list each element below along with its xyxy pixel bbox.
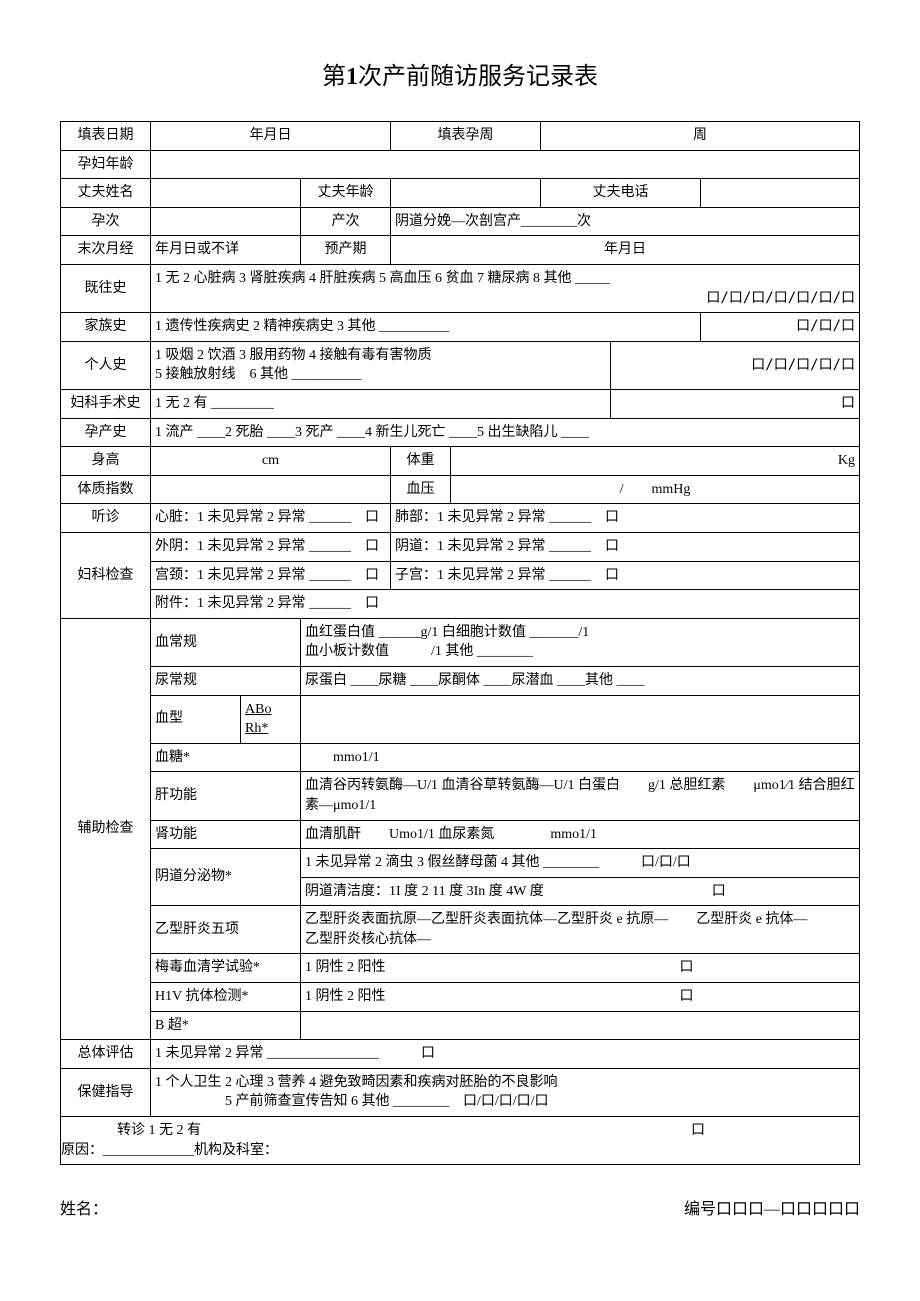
aux-bloodtype-value[interactable] xyxy=(301,695,860,743)
referral-row[interactable]: 转诊 1 无 2 有 口 原因：_____________机构及科室： xyxy=(61,1117,860,1165)
gyn-exam-label: 妇科检查 xyxy=(61,532,151,618)
personal-history-label: 个人史 xyxy=(61,341,151,389)
mother-age-label: 孕妇年龄 xyxy=(61,150,151,179)
height-label: 身高 xyxy=(61,447,151,476)
footer-name[interactable]: 姓名： xyxy=(60,1195,108,1219)
lmp-value[interactable]: 年月日或不详 xyxy=(151,236,301,265)
auscult-lung[interactable]: 肺部：1 未见异常 2 异常 ______ 口 xyxy=(391,504,860,533)
aux-bloodtype-sub: ABo Rh* xyxy=(241,695,301,743)
past-history-label: 既往史 xyxy=(61,265,151,313)
gyn-cervix[interactable]: 宫颈：1 未见异常 2 异常 ______ 口 xyxy=(151,561,391,590)
husband-phone-label: 丈夫电话 xyxy=(541,179,701,208)
aux-syphilis-value[interactable]: 1 阴性 2 阳性 口 xyxy=(301,954,860,983)
health-guide-value[interactable]: 1 个人卫生 2 心理 3 营养 4 避免致畸因素和疾病对胚胎的不良影响 5 产… xyxy=(151,1068,860,1116)
aux-liver-label: 肝功能 xyxy=(151,772,301,820)
bmi-value[interactable] xyxy=(151,475,391,504)
aux-bchao-label: B 超* xyxy=(151,1011,301,1040)
preg-history-value[interactable]: 1 流产 ____2 死胎 ____3 死产 ____4 新生儿死亡 ____5… xyxy=(151,418,860,447)
footer: 姓名： 编号口口口—口口口口口 xyxy=(60,1195,860,1219)
husband-phone-value[interactable] xyxy=(701,179,860,208)
aux-sugar-label: 血糖* xyxy=(151,743,301,772)
gyn-vulva[interactable]: 外阴：1 未见异常 2 异常 ______ 口 xyxy=(151,532,391,561)
aux-kidney-value[interactable]: 血清肌酐 Umo1/1 血尿素氮 mmo1/1 xyxy=(301,820,860,849)
footer-number[interactable]: 编号口口口—口口口口口 xyxy=(684,1195,860,1219)
aux-exam-label: 辅助检查 xyxy=(61,618,151,1040)
personal-history-box[interactable]: 口/口/口/口/口 xyxy=(611,341,860,389)
husband-age-value[interactable] xyxy=(391,179,541,208)
aux-sugar-value[interactable]: mmo1/1 xyxy=(301,743,860,772)
aux-bchao-value[interactable] xyxy=(301,1011,860,1040)
gravidity-value[interactable] xyxy=(151,207,301,236)
aux-secretion-v2[interactable]: 阴道清洁度：1I 度 2 11 度 3In 度 4W 度 口 xyxy=(301,877,860,906)
gyn-surgery-box[interactable]: 口 xyxy=(611,390,860,419)
family-history-label: 家族史 xyxy=(61,313,151,342)
bp-value[interactable]: / mmHg xyxy=(451,475,860,504)
husband-age-label: 丈夫年龄 xyxy=(301,179,391,208)
aux-hiv-label: H1V 抗体检测* xyxy=(151,983,301,1012)
weight-value[interactable]: Kg xyxy=(451,447,860,476)
aux-urine-label: 尿常规 xyxy=(151,666,301,695)
lmp-label: 末次月经 xyxy=(61,236,151,265)
aux-urine-value[interactable]: 尿蛋白 ____尿糖 ____尿酮体 ____尿潜血 ____其他 ____ xyxy=(301,666,860,695)
personal-history-value[interactable]: 1 吸烟 2 饮酒 3 服用药物 4 接触有毒有害物质 5 接触放射线 6 其他… xyxy=(151,341,611,389)
edd-label: 预产期 xyxy=(301,236,391,265)
gyn-adnexa[interactable]: 附件：1 未见异常 2 异常 ______ 口 xyxy=(151,590,860,619)
fill-week-label: 填表孕周 xyxy=(391,122,541,151)
overall-eval-label: 总体评估 xyxy=(61,1040,151,1069)
aux-secretion-label: 阴道分泌物* xyxy=(151,849,301,906)
gyn-surgery-label: 妇科手术史 xyxy=(61,390,151,419)
auscult-label: 听诊 xyxy=(61,504,151,533)
fill-week-value[interactable]: 周 xyxy=(541,122,860,151)
gravidity-label: 孕次 xyxy=(61,207,151,236)
height-value[interactable]: cm xyxy=(151,447,391,476)
fill-date-label: 填表日期 xyxy=(61,122,151,151)
fill-date-value[interactable]: 年月日 xyxy=(151,122,391,151)
gyn-surgery-value[interactable]: 1 无 2 有 _________ xyxy=(151,390,611,419)
aux-blood-label: 血常规 xyxy=(151,618,301,666)
aux-hiv-value[interactable]: 1 阴性 2 阳性 口 xyxy=(301,983,860,1012)
family-history-value[interactable]: 1 遗传性疾病史 2 精神疾病史 3 其他 __________ xyxy=(151,313,701,342)
health-guide-label: 保健指导 xyxy=(61,1068,151,1116)
gyn-uterus[interactable]: 子宫：1 未见异常 2 异常 ______ 口 xyxy=(391,561,860,590)
aux-blood-value[interactable]: 血红蛋白值 ______g/1 白细胞计数值 _______/1 血小板计数值 … xyxy=(301,618,860,666)
aux-secretion-v1[interactable]: 1 未见异常 2 滴虫 3 假丝酵母菌 4 其他 ________ 口/口/口 xyxy=(301,849,860,878)
aux-liver-value[interactable]: 血清谷丙转氨酶—U/1 血清谷草转氨酶—U/1 白蛋白 g/1 总胆红素 μmo… xyxy=(301,772,860,820)
form-table: 填表日期 年月日 填表孕周 周 孕妇年龄 丈夫姓名 丈夫年龄 丈夫电话 孕次 产… xyxy=(60,121,860,1165)
weight-label: 体重 xyxy=(391,447,451,476)
aux-hbv-value[interactable]: 乙型肝炎表面抗原—乙型肝炎表面抗体—乙型肝炎 e 抗原— 乙型肝炎 e 抗体— … xyxy=(301,906,860,954)
parity-value[interactable]: 阴道分娩—次剖宫产________次 xyxy=(391,207,860,236)
aux-syphilis-label: 梅毒血清学试验* xyxy=(151,954,301,983)
page-title: 第1次产前随访服务记录表 xyxy=(60,56,860,91)
overall-eval-value[interactable]: 1 未见异常 2 异常 ________________ 口 xyxy=(151,1040,860,1069)
mother-age-value[interactable] xyxy=(151,150,860,179)
aux-bloodtype-label: 血型 xyxy=(151,695,241,743)
parity-label: 产次 xyxy=(301,207,391,236)
bmi-label: 体质指数 xyxy=(61,475,151,504)
aux-kidney-label: 肾功能 xyxy=(151,820,301,849)
bp-label: 血压 xyxy=(391,475,451,504)
husband-name-label: 丈夫姓名 xyxy=(61,179,151,208)
family-history-box[interactable]: 口/口/口 xyxy=(701,313,860,342)
gyn-vagina[interactable]: 阴道：1 未见异常 2 异常 ______ 口 xyxy=(391,532,860,561)
edd-value[interactable]: 年月日 xyxy=(391,236,860,265)
preg-history-label: 孕产史 xyxy=(61,418,151,447)
husband-name-value[interactable] xyxy=(151,179,301,208)
past-history-value[interactable]: 1 无 2 心脏病 3 肾脏疾病 4 肝脏疾病 5 高血压 6 贫血 7 糖尿病… xyxy=(151,265,860,313)
auscult-heart[interactable]: 心脏：1 未见异常 2 异常 ______ 口 xyxy=(151,504,391,533)
aux-hbv-label: 乙型肝炎五项 xyxy=(151,906,301,954)
